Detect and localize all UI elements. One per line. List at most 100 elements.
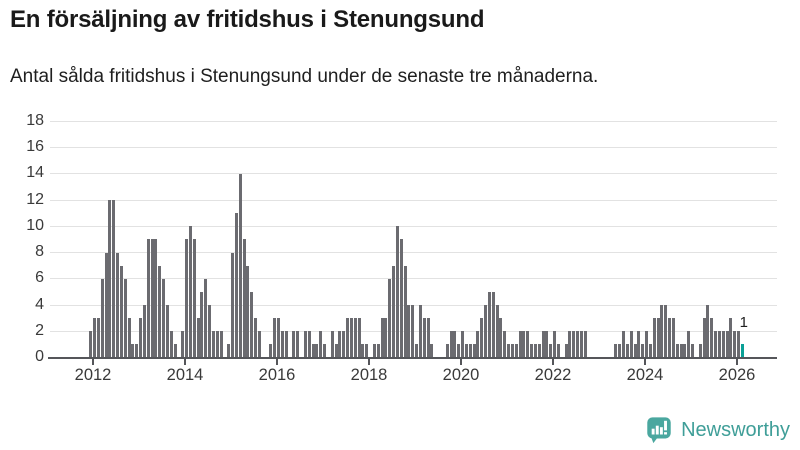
y-tick-label: 12 bbox=[26, 190, 44, 208]
bar bbox=[330, 331, 334, 358]
bar bbox=[185, 239, 189, 358]
bar bbox=[315, 344, 319, 358]
bar bbox=[426, 318, 430, 358]
bar bbox=[487, 291, 491, 358]
bar bbox=[303, 331, 307, 358]
x-axis-tick bbox=[92, 359, 94, 365]
gridline bbox=[50, 120, 777, 122]
y-tick-label: 10 bbox=[26, 216, 44, 234]
x-tick-label: 2014 bbox=[166, 366, 204, 384]
bar bbox=[372, 344, 376, 358]
gridline bbox=[50, 278, 777, 280]
bar bbox=[392, 265, 396, 358]
bar bbox=[418, 305, 422, 358]
last-bar-value-label: 1 bbox=[739, 314, 748, 332]
bar bbox=[476, 331, 480, 358]
y-tick-label: 16 bbox=[26, 138, 44, 156]
x-tick-label: 2020 bbox=[442, 366, 480, 384]
bar bbox=[112, 200, 116, 358]
bar bbox=[510, 344, 514, 358]
bar bbox=[702, 318, 706, 358]
bar bbox=[553, 331, 557, 358]
y-tick-label: 0 bbox=[35, 348, 44, 365]
bar bbox=[146, 239, 150, 358]
x-tick-label: 2022 bbox=[534, 366, 572, 384]
bar bbox=[215, 331, 219, 358]
bar bbox=[614, 344, 618, 358]
bar bbox=[514, 344, 518, 358]
bar bbox=[518, 331, 522, 358]
bar bbox=[499, 318, 503, 358]
bar bbox=[131, 344, 135, 358]
gridline bbox=[50, 225, 777, 227]
bar bbox=[629, 331, 633, 358]
chart-title: En försäljning av fritidshus i Stenungsu… bbox=[10, 6, 485, 33]
bar bbox=[683, 344, 687, 358]
bar bbox=[468, 344, 472, 358]
bar bbox=[89, 331, 93, 358]
bar bbox=[196, 318, 200, 358]
bar bbox=[495, 305, 499, 358]
bar bbox=[349, 318, 353, 358]
x-axis-tick bbox=[368, 359, 370, 365]
bar bbox=[564, 344, 568, 358]
bar bbox=[461, 331, 465, 358]
chart-subtitle: Antal sålda fritidshus i Stenungsund und… bbox=[10, 66, 599, 87]
bar bbox=[399, 239, 403, 358]
bar bbox=[380, 318, 384, 358]
bar bbox=[123, 278, 127, 358]
bar bbox=[353, 318, 357, 358]
bar bbox=[211, 331, 215, 358]
bar bbox=[714, 331, 718, 358]
bar bbox=[464, 344, 468, 358]
bar bbox=[480, 318, 484, 358]
bar bbox=[238, 173, 242, 358]
bar bbox=[679, 344, 683, 358]
bar bbox=[733, 331, 737, 358]
bar bbox=[664, 305, 668, 358]
bar bbox=[671, 318, 675, 358]
bar bbox=[710, 318, 714, 358]
y-tick-label: 6 bbox=[35, 269, 44, 287]
bar bbox=[150, 239, 154, 358]
bar bbox=[537, 344, 541, 358]
bar bbox=[292, 331, 296, 358]
bar bbox=[257, 331, 261, 358]
bar bbox=[721, 331, 725, 358]
bar bbox=[323, 344, 327, 358]
x-tick-label: 2018 bbox=[350, 366, 388, 384]
bar bbox=[484, 305, 488, 358]
bar bbox=[376, 344, 380, 358]
bar bbox=[407, 305, 411, 358]
bar bbox=[491, 291, 495, 358]
bar bbox=[93, 318, 97, 358]
y-tick-label: 4 bbox=[35, 295, 44, 313]
bar bbox=[472, 344, 476, 358]
bar bbox=[652, 318, 656, 358]
bar bbox=[181, 331, 185, 358]
bar bbox=[334, 344, 338, 358]
bar bbox=[453, 331, 457, 358]
y-tick-label: 8 bbox=[35, 243, 44, 261]
bar bbox=[449, 331, 453, 358]
gridline bbox=[50, 252, 777, 254]
bar bbox=[737, 331, 741, 358]
bar bbox=[319, 331, 323, 358]
y-tick-label: 18 bbox=[26, 111, 44, 129]
bar bbox=[648, 344, 652, 358]
bar bbox=[284, 331, 288, 358]
x-tick-label: 2012 bbox=[74, 366, 112, 384]
x-axis-tick bbox=[276, 359, 278, 365]
bar bbox=[637, 331, 641, 358]
bar bbox=[583, 331, 587, 358]
bar bbox=[675, 344, 679, 358]
bar bbox=[645, 331, 649, 358]
bar bbox=[342, 331, 346, 358]
bar bbox=[250, 291, 254, 358]
gridline bbox=[50, 173, 777, 175]
bar bbox=[725, 331, 729, 358]
bar bbox=[384, 318, 388, 358]
bar bbox=[135, 344, 139, 358]
bar bbox=[641, 344, 645, 358]
bar bbox=[246, 265, 250, 358]
